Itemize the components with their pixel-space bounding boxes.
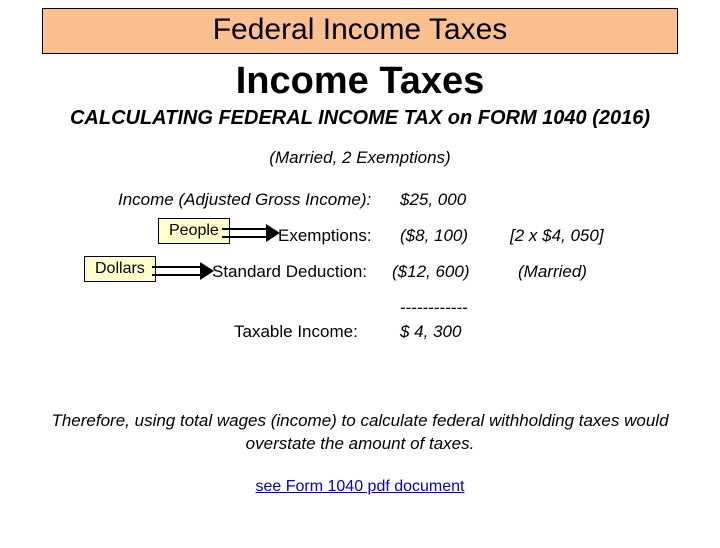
form-1040-link[interactable]: see Form 1040 pdf document	[255, 478, 464, 495]
arrow-icon	[222, 224, 280, 242]
filing-status: (Married, 2 Exemptions)	[0, 148, 720, 168]
exemptions-value: ($8, 100)	[400, 226, 468, 246]
stddeduct-note: (Married)	[518, 262, 587, 282]
banner: Federal Income Taxes	[42, 8, 678, 54]
taxable-label: Taxable Income:	[234, 322, 358, 342]
exemptions-note: [2 x $4, 050]	[510, 226, 604, 246]
agi-label: Income (Adjusted Gross Income):	[118, 190, 371, 210]
people-box: People	[158, 218, 230, 244]
link-row: see Form 1040 pdf document	[0, 478, 720, 496]
stddeduct-label: Standard Deduction:	[212, 262, 367, 282]
footnote: Therefore, using total wages (income) to…	[50, 410, 670, 456]
agi-value: $25, 000	[400, 190, 466, 210]
exemptions-label: Exemptions:	[278, 226, 372, 246]
arrow-icon	[152, 262, 214, 280]
calculation-area: Income (Adjusted Gross Income): $25, 000…	[0, 190, 720, 390]
divider: ------------	[400, 298, 468, 318]
taxable-value: $ 4, 300	[400, 322, 461, 342]
dollars-box: Dollars	[84, 256, 156, 282]
stddeduct-value: ($12, 600)	[392, 262, 470, 282]
page-title: Income Taxes	[0, 60, 720, 103]
subtitle: CALCULATING FEDERAL INCOME TAX on FORM 1…	[0, 107, 720, 130]
